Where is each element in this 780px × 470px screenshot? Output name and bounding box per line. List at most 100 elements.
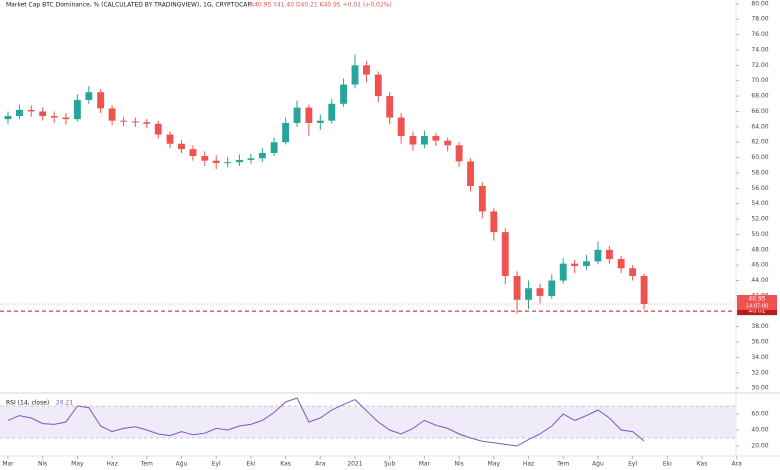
x-tick-label: Şub xyxy=(384,461,396,468)
candle-body xyxy=(548,280,556,296)
y-tick-label: 64.00 xyxy=(751,123,768,130)
x-tick-label: Ara xyxy=(732,461,743,468)
candle-body xyxy=(501,232,509,276)
candle-body xyxy=(258,152,266,159)
y-tick-label: 78.00 xyxy=(751,16,768,23)
x-tick-label: Ağu xyxy=(592,461,604,468)
y-tick-label: 76.00 xyxy=(751,31,768,38)
candle-body xyxy=(351,65,359,85)
candle-body xyxy=(212,160,220,163)
candle-body xyxy=(629,268,637,276)
candle-body xyxy=(340,84,347,104)
candle-body xyxy=(131,121,139,123)
candle-body xyxy=(583,261,590,266)
candle-body xyxy=(513,275,521,300)
x-tick-label: Nis xyxy=(38,461,47,468)
x-tick-label: Ara xyxy=(315,461,326,468)
y-tick-label: 60.00 xyxy=(751,154,768,161)
candle-body xyxy=(189,149,197,157)
candle-body xyxy=(594,249,602,262)
candle-body xyxy=(85,92,93,100)
candle-body xyxy=(120,120,127,122)
candle-body xyxy=(236,159,243,163)
candle-body xyxy=(178,143,185,150)
candle-body xyxy=(444,140,452,146)
rsi-y-tick-label: 40.00 xyxy=(751,427,768,434)
y-tick-label: 70.00 xyxy=(751,77,768,84)
rsi-y-tick-label: 20.00 xyxy=(751,443,768,450)
y-tick-label: 68.00 xyxy=(751,93,768,100)
y-tick-label: 62.00 xyxy=(751,139,768,146)
candle-body xyxy=(108,108,116,121)
x-tick-label: Haz xyxy=(523,461,534,468)
candle-body xyxy=(617,259,625,269)
x-tick-label: Tem xyxy=(556,461,569,468)
countdown-label: 14:07:00 xyxy=(746,303,768,309)
y-tick-label: 46.00 xyxy=(751,262,768,269)
y-tick-label: 52.00 xyxy=(751,216,768,223)
y-tick-label: 54.00 xyxy=(751,200,768,207)
x-tick-label: Eyl xyxy=(212,461,221,468)
rsi-y-tick-label: 60.00 xyxy=(751,411,768,418)
candle-body xyxy=(4,116,12,120)
rsi-band xyxy=(0,406,735,438)
x-tick-label: Nis xyxy=(454,461,463,468)
y-tick-label: 58.00 xyxy=(751,169,768,176)
candle-body xyxy=(536,288,544,296)
candle-body xyxy=(386,96,394,118)
candle-body xyxy=(15,109,23,117)
candle-body xyxy=(39,111,47,117)
y-tick-label: 44.00 xyxy=(751,277,768,284)
hline-tag-label: 40.02 xyxy=(748,308,765,315)
candle-body xyxy=(432,136,440,141)
rsi-line xyxy=(7,397,645,447)
y-tick-label: 48.00 xyxy=(751,246,768,253)
y-tick-label: 72.00 xyxy=(751,62,768,69)
candle-body xyxy=(305,107,313,123)
candle-body xyxy=(282,122,290,143)
rsi-value: 26.21 xyxy=(56,400,73,407)
candle-body xyxy=(420,136,428,145)
candle-body xyxy=(455,145,463,162)
y-tick-label: 74.00 xyxy=(751,46,768,53)
candle-body xyxy=(293,107,301,123)
candle-body xyxy=(201,156,209,161)
last-price-label: 40.95 xyxy=(748,295,765,302)
rsi-title: RSI (14, close) xyxy=(6,400,49,407)
x-tick-label: 2021 xyxy=(347,461,362,468)
y-tick-label: 38.00 xyxy=(751,323,768,330)
candle-body xyxy=(247,158,255,160)
candle-body xyxy=(525,288,532,300)
y-tick-label: 36.00 xyxy=(751,339,768,346)
candle-body xyxy=(467,161,475,187)
x-tick-label: Eki xyxy=(246,461,255,468)
ohlc-legend: A40.95 Y41.40 D40.21 K40.95 +0.01 (+0.02… xyxy=(250,2,392,9)
candle-body xyxy=(154,123,162,135)
y-tick-label: 66.00 xyxy=(751,108,768,115)
y-tick-label: 30.00 xyxy=(751,385,768,392)
candle-body xyxy=(97,92,105,109)
candle-body xyxy=(640,275,648,304)
candle-body xyxy=(490,211,498,233)
x-tick-label: Mar xyxy=(2,461,14,468)
candle-body xyxy=(27,109,35,112)
candle-body xyxy=(559,263,567,281)
y-tick-label: 80.00 xyxy=(751,0,768,7)
x-tick-label: Eyl xyxy=(628,461,637,468)
candle-body xyxy=(224,162,232,164)
candle-body xyxy=(73,99,81,120)
candle-body xyxy=(397,117,405,137)
y-tick-label: 34.00 xyxy=(751,354,768,361)
x-tick-label: May xyxy=(488,461,501,468)
x-tick-label: Tem xyxy=(140,461,153,468)
hline-tag xyxy=(737,307,777,316)
x-tick-label: Mar xyxy=(419,461,431,468)
y-tick-label: 50.00 xyxy=(751,231,768,238)
candle-body xyxy=(328,103,336,121)
x-tick-label: Kas xyxy=(280,461,291,468)
y-tick-label: 56.00 xyxy=(751,185,768,192)
y-tick-label: 32.00 xyxy=(751,369,768,376)
candle-body xyxy=(50,116,58,118)
